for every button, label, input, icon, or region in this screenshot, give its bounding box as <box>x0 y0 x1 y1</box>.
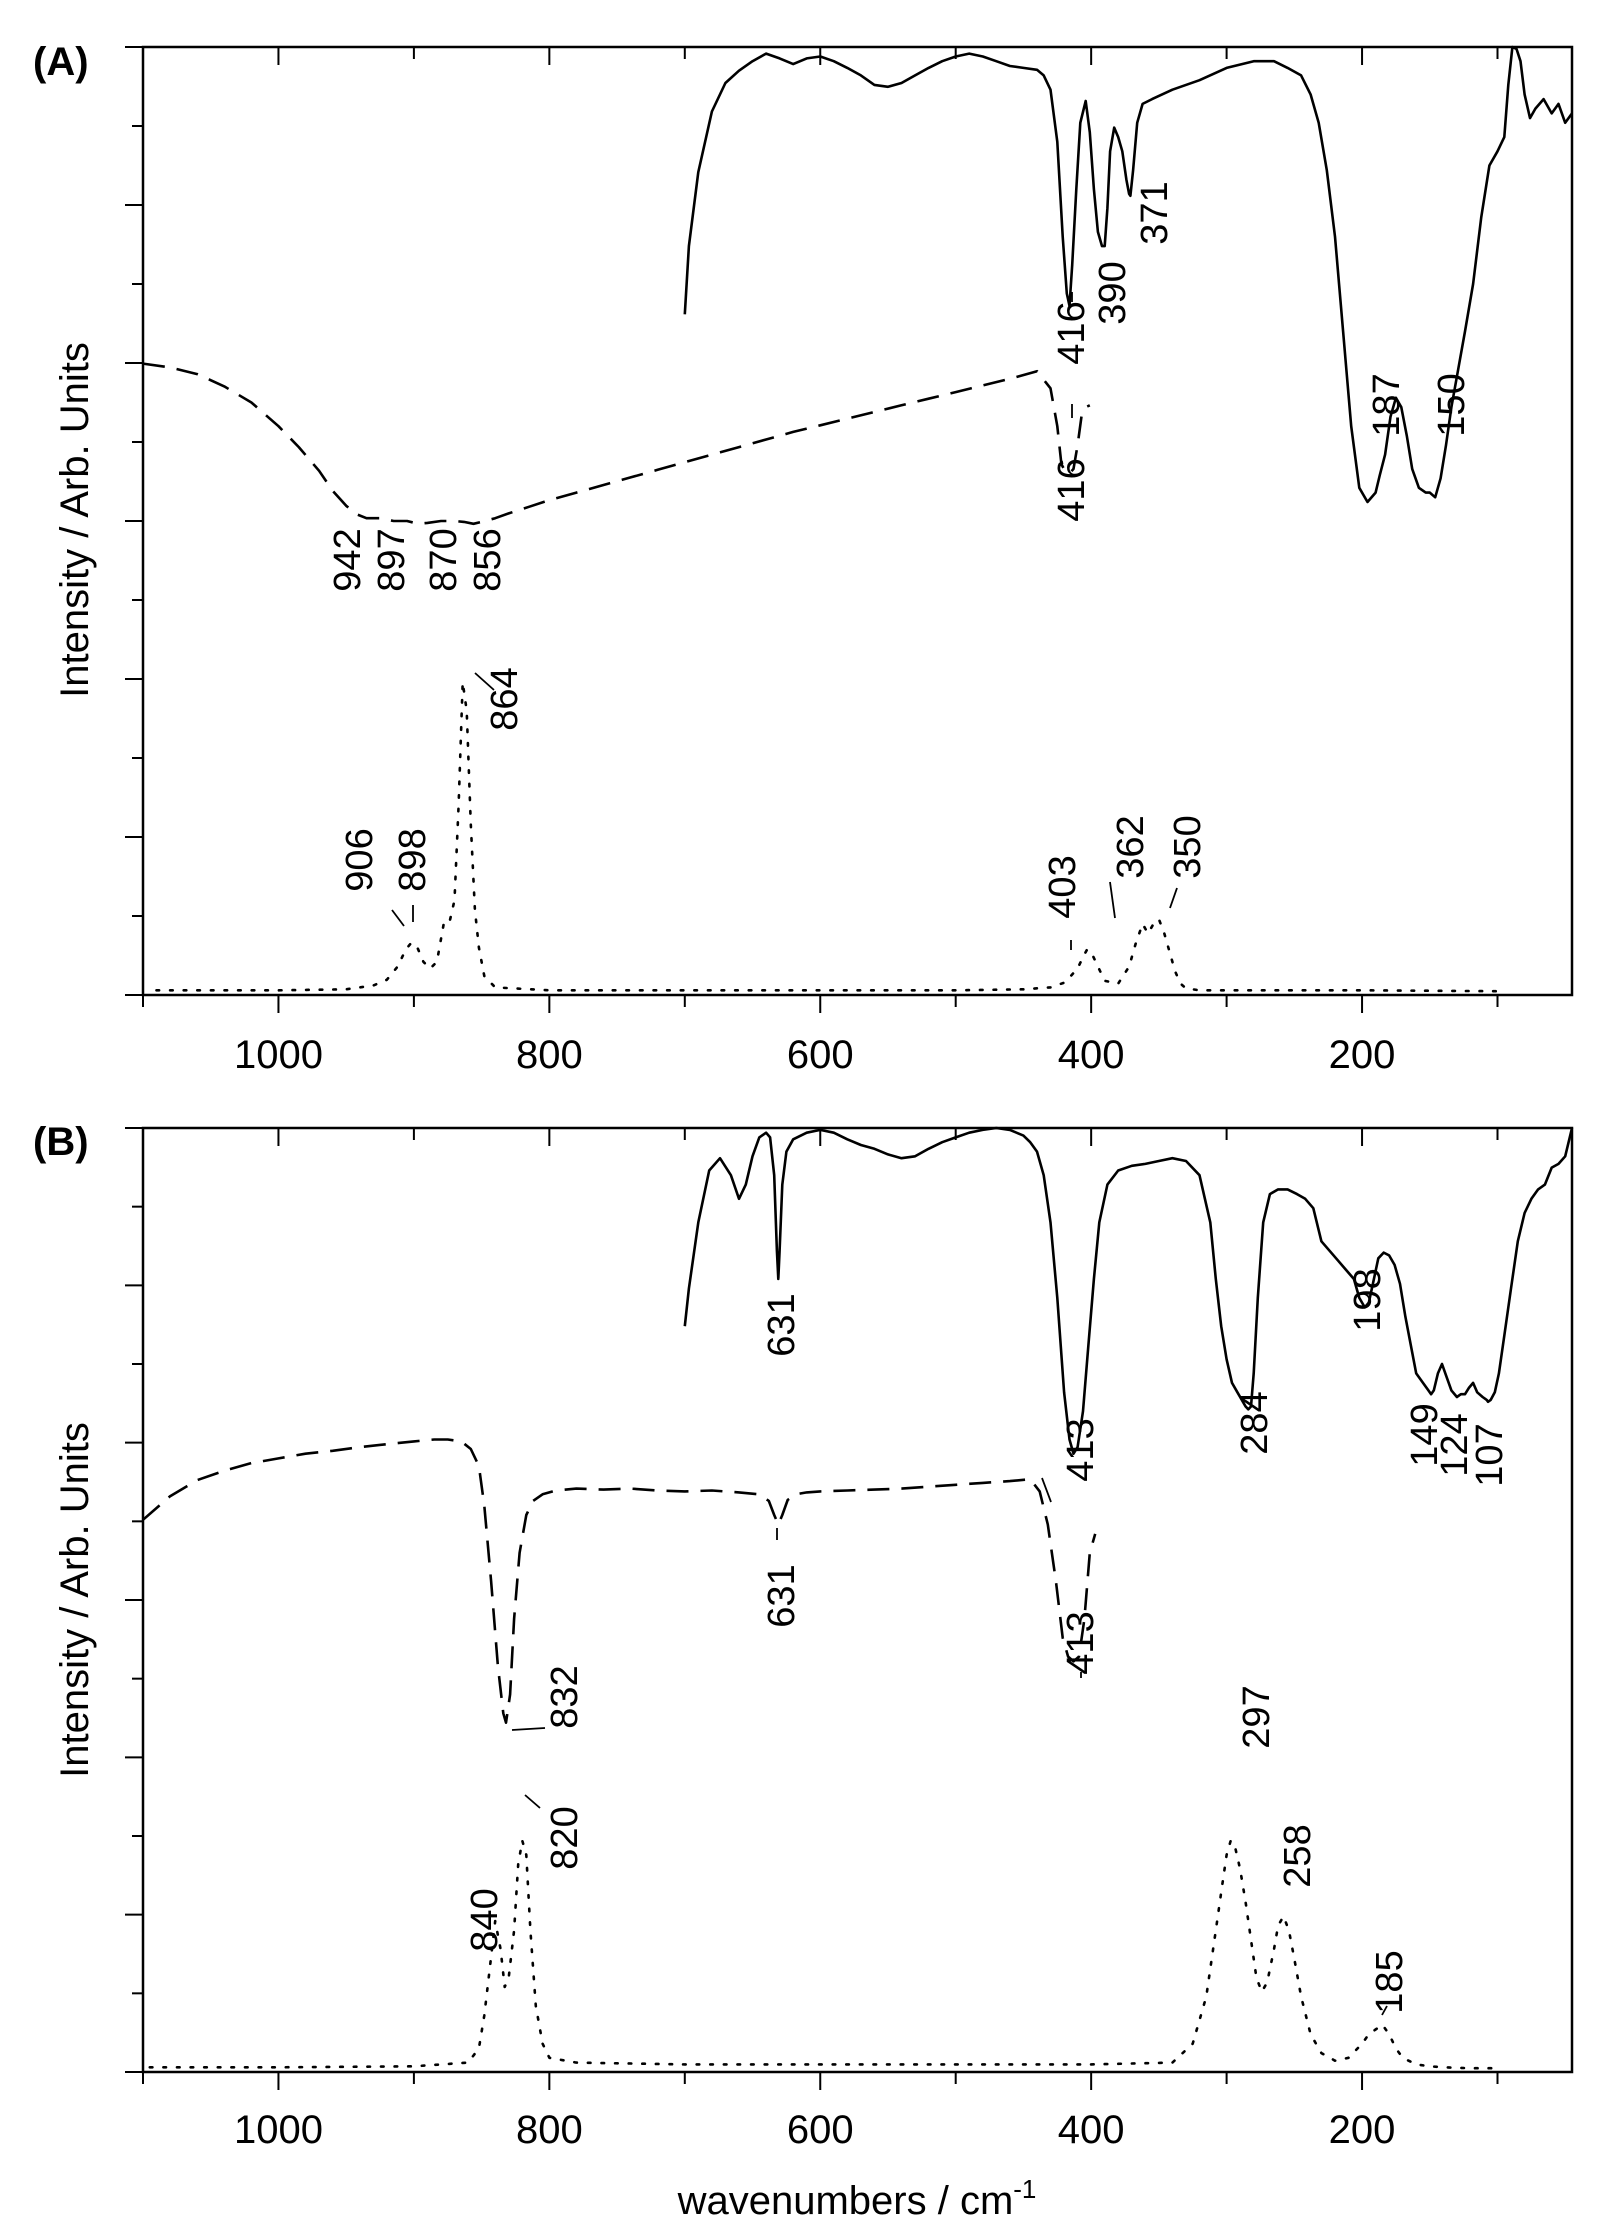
peak-label: 390 <box>1092 261 1134 324</box>
peak-label: 864 <box>484 667 526 730</box>
peak-label: 631 <box>761 1293 803 1356</box>
peak-label: 297 <box>1236 1685 1278 1748</box>
peak-leader-line <box>1109 881 1116 919</box>
peak-label: 832 <box>544 1665 586 1728</box>
peak-leader-line <box>474 672 495 691</box>
peak-label: 258 <box>1277 1824 1319 1887</box>
peak-label: 187 <box>1366 373 1408 436</box>
peak-label: 897 <box>371 528 413 591</box>
y-axis-title: Intensity / Arb. Units <box>53 1422 97 1778</box>
panel-label: (B) <box>33 1120 89 1164</box>
peak-leader-line <box>1169 887 1178 909</box>
peak-label: 107 <box>1469 1423 1511 1486</box>
x-axis-title-superscript: -1 <box>1013 2174 1036 2204</box>
peak-label: 942 <box>327 528 369 591</box>
peak-label: 906 <box>339 828 381 891</box>
peak-label: 150 <box>1431 373 1473 436</box>
peak-label: 284 <box>1234 1391 1276 1454</box>
peak-leader-line <box>511 1727 546 1731</box>
peak-label: 149 <box>1404 1403 1446 1466</box>
chart-panel-a: 1000 800 600 400 200 (A) Intensity / Arb. Unit… <box>33 40 1574 1077</box>
peak-label: 631 <box>761 1564 803 1627</box>
x-tick-label: 600 <box>787 2108 854 2152</box>
peak-label: 870 <box>423 528 465 591</box>
peak-label: 840 <box>464 1888 506 1951</box>
series-line-dotted <box>155 680 1499 993</box>
peak-leader-line <box>524 1794 541 1809</box>
x-axis-title-text: wavenumbers / cm <box>677 2179 1014 2223</box>
peak-label: 820 <box>544 1806 586 1869</box>
peak-label: 416 <box>1051 301 1093 364</box>
peak-leader-line <box>1381 2005 1388 2016</box>
peak-label: 198 <box>1347 1268 1389 1331</box>
x-tick-label: 400 <box>1058 2108 1125 2152</box>
peak-label: 856 <box>467 528 509 591</box>
peak-label: 413 <box>1060 1611 1102 1674</box>
x-tick-label: 200 <box>1329 2108 1396 2152</box>
series-line-solid <box>683 1126 1574 1455</box>
peak-label: 403 <box>1042 855 1084 918</box>
peak-label: 898 <box>392 828 434 891</box>
series-line-solid <box>683 45 1574 504</box>
x-tick-label: 1000 <box>234 2108 323 2152</box>
x-tick-label: 800 <box>516 2108 583 2152</box>
peak-label: 124 <box>1434 1413 1476 1476</box>
x-tick-label: 400 <box>1058 1033 1125 1077</box>
x-tick-label: 800 <box>516 1033 583 1077</box>
series-line-dashed <box>142 1438 1097 1724</box>
x-tick-label: 600 <box>787 1033 854 1077</box>
peak-label: 185 <box>1369 1950 1411 2013</box>
peak-leader-line <box>1041 1477 1052 1503</box>
peak-label: 413 <box>1060 1418 1102 1481</box>
peak-leader-line <box>391 909 405 927</box>
x-axis-title: wavenumbers / cm-1 <box>677 2174 1037 2223</box>
peak-label: 362 <box>1110 815 1152 878</box>
y-axis-title: Intensity / Arb. Units <box>53 342 97 698</box>
x-tick-label: 1000 <box>234 1033 323 1077</box>
panel-label: (A) <box>33 40 89 84</box>
chart-panel-b: 1000 800 600 400 200 (B) Intensity / Arb. Unit… <box>33 1120 1574 2223</box>
peak-label: 350 <box>1167 815 1209 878</box>
peak-label: 371 <box>1134 181 1176 244</box>
peak-label: 416 <box>1051 458 1093 521</box>
x-tick-label: 200 <box>1329 1033 1396 1077</box>
series-line-dashed <box>142 362 1091 526</box>
